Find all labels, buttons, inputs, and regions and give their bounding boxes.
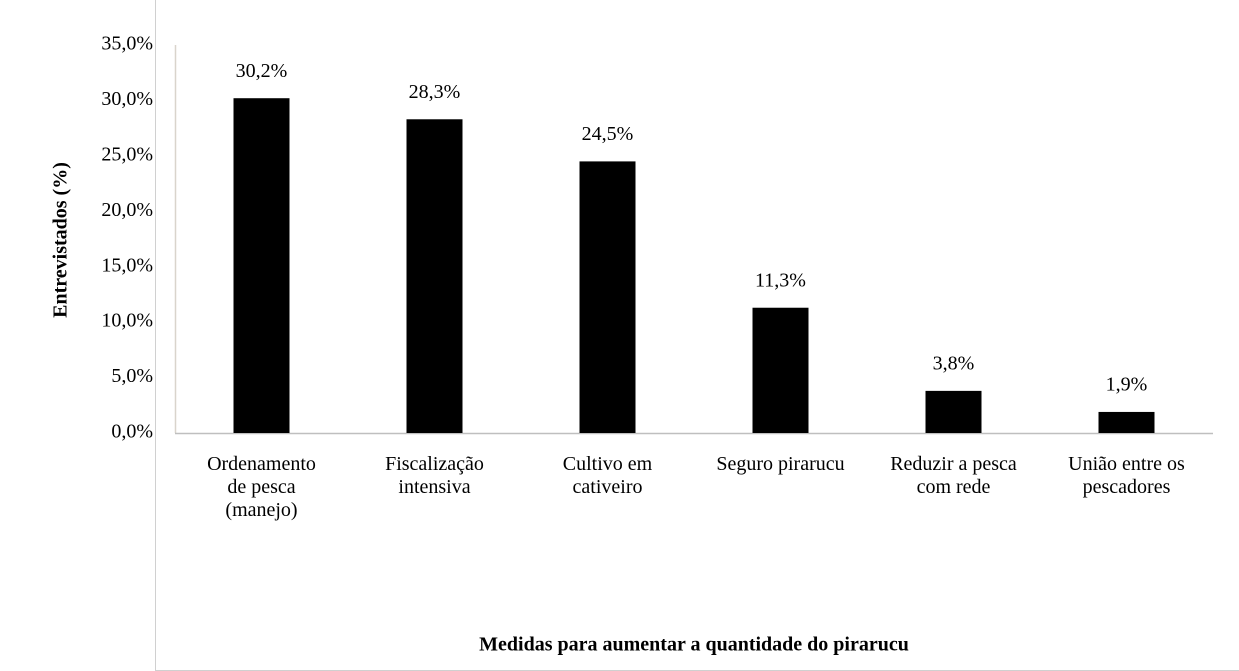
x-tick-label: Cultivo em cativeiro xyxy=(562,453,653,498)
value-label: 30,2% xyxy=(236,60,288,82)
x-tick-label: Reduzir a pesca com rede xyxy=(890,453,1017,498)
x-tick-label: Seguro pirarucu xyxy=(716,453,845,475)
value-label: 24,5% xyxy=(582,123,634,145)
y-tick-label: 0,0% xyxy=(111,421,153,443)
y-tick-label: 35,0% xyxy=(101,33,153,55)
bar xyxy=(752,307,809,433)
x-tick-label: União entre os pescadores xyxy=(1068,453,1185,498)
bar xyxy=(925,390,982,433)
bar xyxy=(233,98,290,433)
y-axis-title: Entrevistados (%) xyxy=(50,162,72,318)
value-label: 3,8% xyxy=(933,352,975,374)
x-tick-label: Ordenamento de pesca (manejo) xyxy=(207,453,316,521)
y-tick-label: 15,0% xyxy=(101,254,153,276)
bar xyxy=(1098,411,1155,433)
x-tick-label: Fiscalização intensiva xyxy=(385,453,484,498)
value-label: 1,9% xyxy=(1106,374,1148,396)
y-tick-label: 30,0% xyxy=(101,88,153,110)
y-tick-label: 25,0% xyxy=(101,143,153,165)
y-tick-label: 5,0% xyxy=(111,365,153,387)
value-label: 11,3% xyxy=(755,269,806,291)
y-tick-label: 20,0% xyxy=(101,199,153,221)
bar xyxy=(579,161,636,433)
value-label: 28,3% xyxy=(409,81,461,103)
x-axis-title: Medidas para aumentar a quantidade do pi… xyxy=(479,634,909,656)
y-tick-label: 10,0% xyxy=(101,310,153,332)
bar xyxy=(406,119,463,433)
